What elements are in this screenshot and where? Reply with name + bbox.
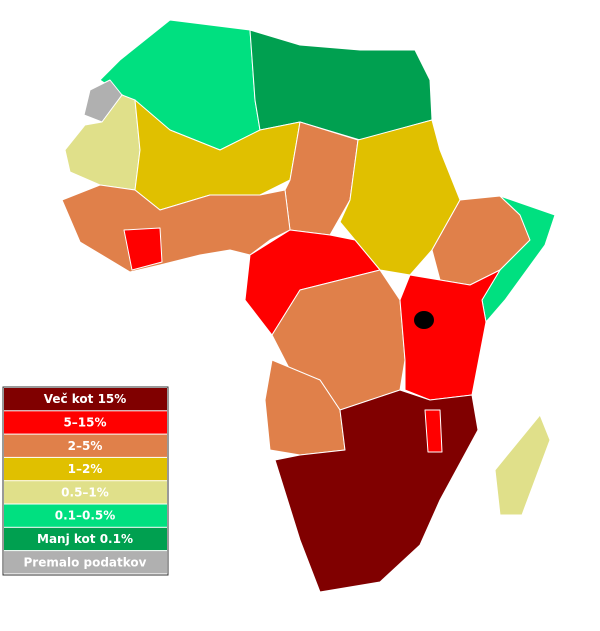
legend-swatch: [4, 481, 167, 504]
legend-swatch: [4, 527, 167, 551]
legend-label: 1–2%: [68, 462, 103, 476]
lake-victoria: [414, 311, 434, 329]
legend-label: 0.5–1%: [61, 485, 109, 499]
legend-label: Manj kot 0.1%: [37, 532, 133, 546]
sahel-region: [134, 99, 301, 211]
legend-label: Premalo podatkov: [24, 555, 147, 569]
malawi-region: [424, 409, 443, 453]
legend-swatch: [4, 504, 167, 527]
libya-egypt-region: [249, 29, 433, 141]
legend-label: 5–15%: [63, 415, 106, 429]
legend-swatch: [4, 388, 167, 411]
legend-swatch: [4, 457, 167, 481]
legend-label: Več kot 15%: [44, 392, 127, 406]
legend: Več kot 15% 5–15% 2–5% 1–2% 0.5–1% 0.1–0.5% Ma…: [2, 386, 169, 576]
west-africa-region: [61, 184, 291, 273]
legend-label: 2–5%: [68, 439, 103, 453]
legend-swatch: [4, 411, 167, 434]
east-africa-region: [399, 269, 501, 401]
legend-swatch: [4, 551, 167, 574]
legend-label: 0.1–0.5%: [55, 509, 116, 523]
madagascar-region: [494, 414, 551, 516]
map-regions: [61, 19, 556, 593]
legend-frame: [2, 386, 169, 576]
ivory-coast-region: [123, 227, 163, 271]
legend-swatch: [4, 434, 167, 457]
